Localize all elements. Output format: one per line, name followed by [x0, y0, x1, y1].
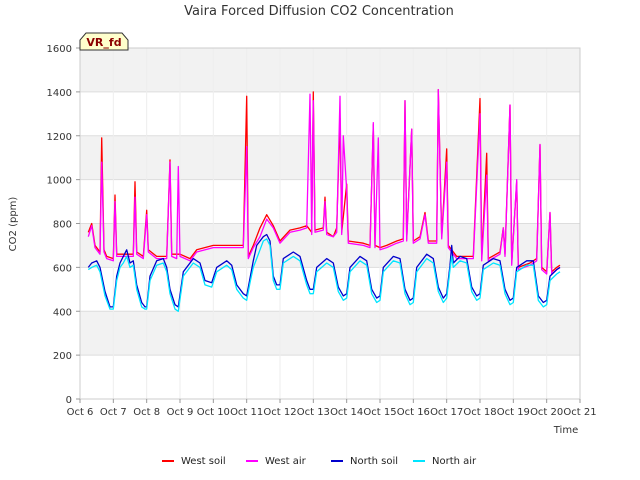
- legend-label-north-air: North air: [432, 456, 477, 467]
- x-tick-label: Oct 19: [497, 407, 530, 418]
- y-axis-label: CO2 (ppm): [8, 197, 19, 252]
- x-tick-label: Oct 16: [397, 407, 430, 418]
- grid-band: [80, 267, 580, 312]
- legend-label-west-soil: West soil: [181, 456, 226, 467]
- x-tick-label: Oct 12: [263, 407, 296, 418]
- x-tick-label: Oct 11: [230, 407, 263, 418]
- y-tick-label: 1600: [47, 44, 72, 55]
- grid-band: [80, 48, 580, 92]
- grid-band: [80, 91, 580, 136]
- x-tick-label: Oct 7: [100, 407, 127, 418]
- series-layer: [87, 89, 561, 312]
- y-tick-label: 1400: [47, 88, 72, 99]
- grid-band: [80, 355, 580, 399]
- x-tick-label: Oct 18: [463, 407, 496, 418]
- y-tick-label: 1200: [47, 132, 72, 143]
- y-tick-label: 600: [53, 263, 72, 274]
- x-tick-label: Oct 9: [167, 407, 194, 418]
- series-line-west-air: [87, 89, 561, 275]
- grid-band: [80, 179, 580, 224]
- x-tick-label: Oct 6: [67, 407, 94, 418]
- x-tick-label: Oct 15: [363, 407, 396, 418]
- x-tick-label: Oct 8: [133, 407, 160, 418]
- legend-label-north-soil: North soil: [350, 456, 398, 467]
- grid-band: [80, 311, 580, 356]
- x-tick-label: Oct 20: [530, 407, 563, 418]
- x-tick-label: Oct 21: [563, 407, 596, 418]
- chart-title: Vaira Forced Diffusion CO2 Concentration: [184, 4, 454, 19]
- series-line-north-air: [87, 238, 561, 312]
- badge-label: VR_fd: [86, 36, 121, 49]
- y-tick-label: 800: [53, 220, 72, 231]
- grid-band: [80, 135, 580, 180]
- grid-bands: [80, 48, 580, 399]
- x-tick-label: Oct 13: [297, 407, 330, 418]
- x-tick-label: Oct 17: [430, 407, 463, 418]
- y-tick-label: 0: [66, 395, 72, 406]
- legend: West soil West air North soil North air: [162, 456, 477, 467]
- site-badge: VR_fd: [79, 32, 129, 51]
- legend-label-west-air: West air: [265, 456, 307, 467]
- y-tick-label: 400: [53, 307, 72, 318]
- badge-shape: [79, 32, 129, 51]
- x-axis-ticks: Oct 6 Oct 7 Oct 8 Oct 9 Oct 10 Oct 11 Oct 12 Oc…: [67, 399, 597, 418]
- y-axis-ticks: 0 200 400 600 800 1000 1200 1400 1600: [47, 44, 80, 406]
- x-tick-label: Oct 10: [197, 407, 230, 418]
- y-tick-label: 1000: [47, 176, 72, 187]
- y-tick-label: 200: [53, 351, 72, 362]
- x-axis-label: Time: [553, 425, 578, 436]
- x-tick-label: Oct 14: [330, 407, 363, 418]
